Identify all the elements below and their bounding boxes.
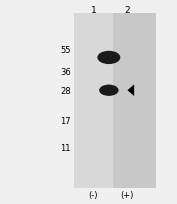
Text: 36: 36: [60, 68, 71, 77]
Text: 2: 2: [125, 6, 130, 15]
Text: 11: 11: [60, 143, 71, 152]
Polygon shape: [127, 85, 134, 96]
Ellipse shape: [99, 85, 119, 96]
Text: 17: 17: [60, 117, 71, 126]
Bar: [74, 14, 113, 188]
Text: 1: 1: [91, 6, 97, 15]
Ellipse shape: [97, 52, 120, 65]
Bar: [113, 14, 156, 188]
Text: 55: 55: [60, 45, 71, 54]
Text: (-): (-): [88, 190, 98, 199]
Text: (+): (+): [120, 190, 133, 199]
Bar: [74, 14, 156, 188]
Text: 28: 28: [60, 86, 71, 95]
